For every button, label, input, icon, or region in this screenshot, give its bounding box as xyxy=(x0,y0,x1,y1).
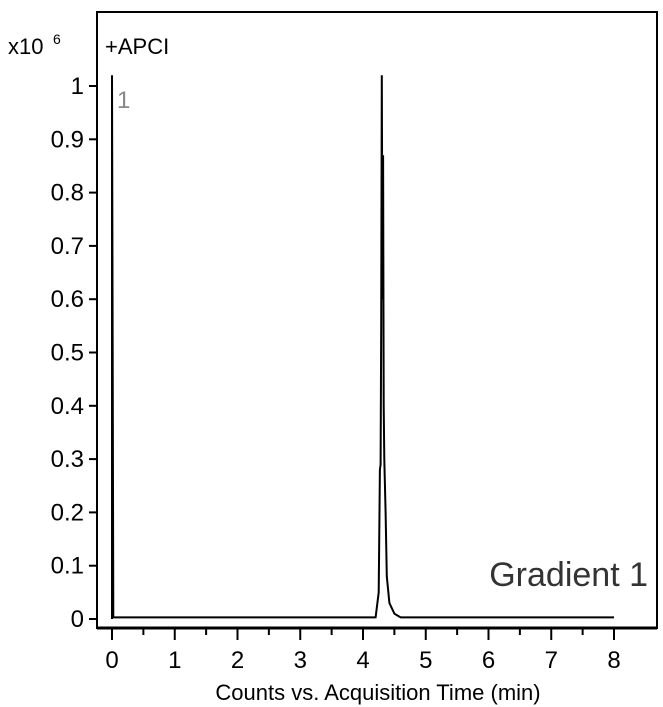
x-tick-label: 6 xyxy=(482,647,495,674)
y-tick-label: 0.3 xyxy=(51,446,84,473)
x-tick-label: 8 xyxy=(607,647,620,674)
y-tick-label: 0 xyxy=(71,606,84,633)
y-tick-label: 0.6 xyxy=(51,286,84,313)
y-tick-label: 0.7 xyxy=(51,233,84,260)
y-axis-ticks: 0 0.1 0.2 0.3 0.4 0.5 0.6 0.7 0.8 0.9 1 xyxy=(51,73,97,633)
x-axis-label: Counts vs. Acquisition Time (min) xyxy=(215,680,540,705)
x-axis-ticks: 0 1 2 3 4 5 6 7 8 xyxy=(105,628,621,674)
y-tick-label: 0.9 xyxy=(51,126,84,153)
x-tick-label: 4 xyxy=(356,647,369,674)
ion-mode-label: +APCI xyxy=(105,34,169,59)
x-tick-label: 5 xyxy=(419,647,432,674)
x-tick-label: 1 xyxy=(168,647,181,674)
y-multiplier-exponent: 6 xyxy=(53,31,61,47)
y-tick-label: 1 xyxy=(71,73,84,100)
x-tick-label: 7 xyxy=(545,647,558,674)
y-tick-label: 0.4 xyxy=(51,393,84,420)
y-tick-label: 0.8 xyxy=(51,180,84,207)
plot-frame xyxy=(96,11,658,629)
series-line xyxy=(111,75,614,619)
gradient-annotation: Gradient 1 xyxy=(489,556,648,594)
y-multiplier-base: x10 xyxy=(8,34,43,59)
y-tick-label: 0.5 xyxy=(51,340,84,367)
x-tick-label: 2 xyxy=(231,647,244,674)
x-tick-label: 3 xyxy=(294,647,307,674)
trace-label: 1 xyxy=(117,87,130,114)
y-tick-label: 0.1 xyxy=(51,553,84,580)
x-tick-label: 0 xyxy=(105,647,118,674)
y-tick-label: 0.2 xyxy=(51,499,84,526)
